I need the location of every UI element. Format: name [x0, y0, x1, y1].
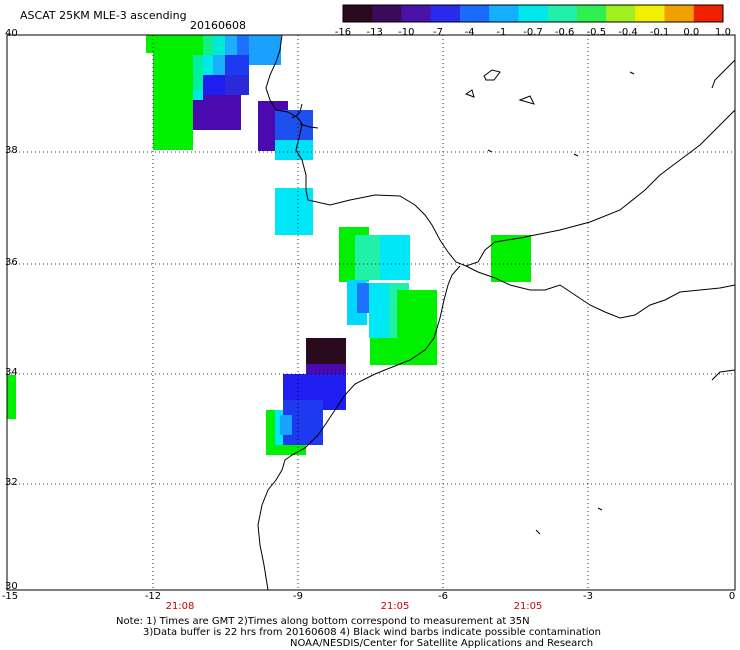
colorbar-tick-label: -1	[496, 27, 507, 38]
colorbar-cell	[664, 5, 695, 22]
y-label-32: 32	[5, 477, 18, 488]
y-label-36: 36	[5, 257, 18, 268]
grid-lines	[7, 35, 735, 590]
x-label-minus9: -9	[293, 591, 303, 602]
colorbar-cell	[693, 5, 724, 22]
colorbar-cell	[518, 5, 549, 22]
x-label-minus12: -12	[144, 591, 162, 602]
colorbar-tick-label: 0.0	[683, 27, 700, 38]
data-swath-gibraltar	[339, 227, 531, 365]
map-date: 20160608	[190, 19, 246, 32]
colorbar-tick-label: -13	[366, 27, 383, 38]
map-frame	[6, 34, 736, 591]
note-line-1: Note: 1) Times are GMT 2)Times along bot…	[116, 616, 530, 627]
colorbar-tick-label: -10	[398, 27, 415, 38]
colorbar-tick-label: -0.5	[586, 27, 607, 38]
colorbar-cell	[547, 5, 578, 22]
colorbar-tick-label: -4	[464, 27, 475, 38]
time-label: 21:05	[380, 601, 410, 612]
colorbar-cell	[576, 5, 607, 22]
data-swath-north	[146, 35, 313, 160]
time-label: 21:05	[513, 601, 543, 612]
coastlines	[257, 34, 736, 591]
colorbar-tick-label: -7	[433, 27, 443, 38]
colorbar	[342, 4, 724, 23]
colorbar-cell	[430, 5, 461, 22]
time-label: 21:08	[165, 601, 195, 612]
y-label-40: 40	[5, 28, 18, 39]
colorbar-tick-label: 1.0	[715, 27, 731, 38]
data-swath-morocco	[7, 338, 346, 455]
colorbar-tick-label: -0.1	[649, 27, 670, 38]
x-label-minus3: -3	[583, 591, 593, 602]
colorbar-frame	[342, 4, 724, 23]
colorbar-cell	[401, 5, 432, 22]
colorbar-tick-label: -0.6	[554, 27, 575, 38]
y-label-38: 38	[5, 145, 18, 156]
colorbar-tick-label: -16	[334, 27, 352, 38]
x-label-minus15: -15	[1, 591, 19, 602]
colorbar-tick-label: -0.7	[523, 27, 543, 38]
colorbar-cell	[489, 5, 519, 22]
colorbar-cell	[372, 5, 402, 22]
y-label-34: 34	[5, 367, 18, 378]
x-label-minus6: -6	[438, 591, 448, 602]
colorbar-tick-label: -0.4	[618, 27, 638, 38]
note-line-2: 3)Data buffer is 22 hrs from 20160608 4)…	[143, 627, 601, 638]
colorbar-cell	[459, 5, 490, 22]
y-label-30: 30	[5, 581, 18, 592]
x-label-0: 0	[728, 591, 736, 602]
note-line-3: NOAA/NESDIS/Center for Satellite Applica…	[290, 638, 594, 649]
colorbar-cell	[343, 5, 373, 22]
colorbar-cell	[606, 5, 636, 22]
map-title: ASCAT 25KM MLE-3 ascending	[20, 9, 187, 22]
colorbar-cell	[635, 5, 666, 22]
